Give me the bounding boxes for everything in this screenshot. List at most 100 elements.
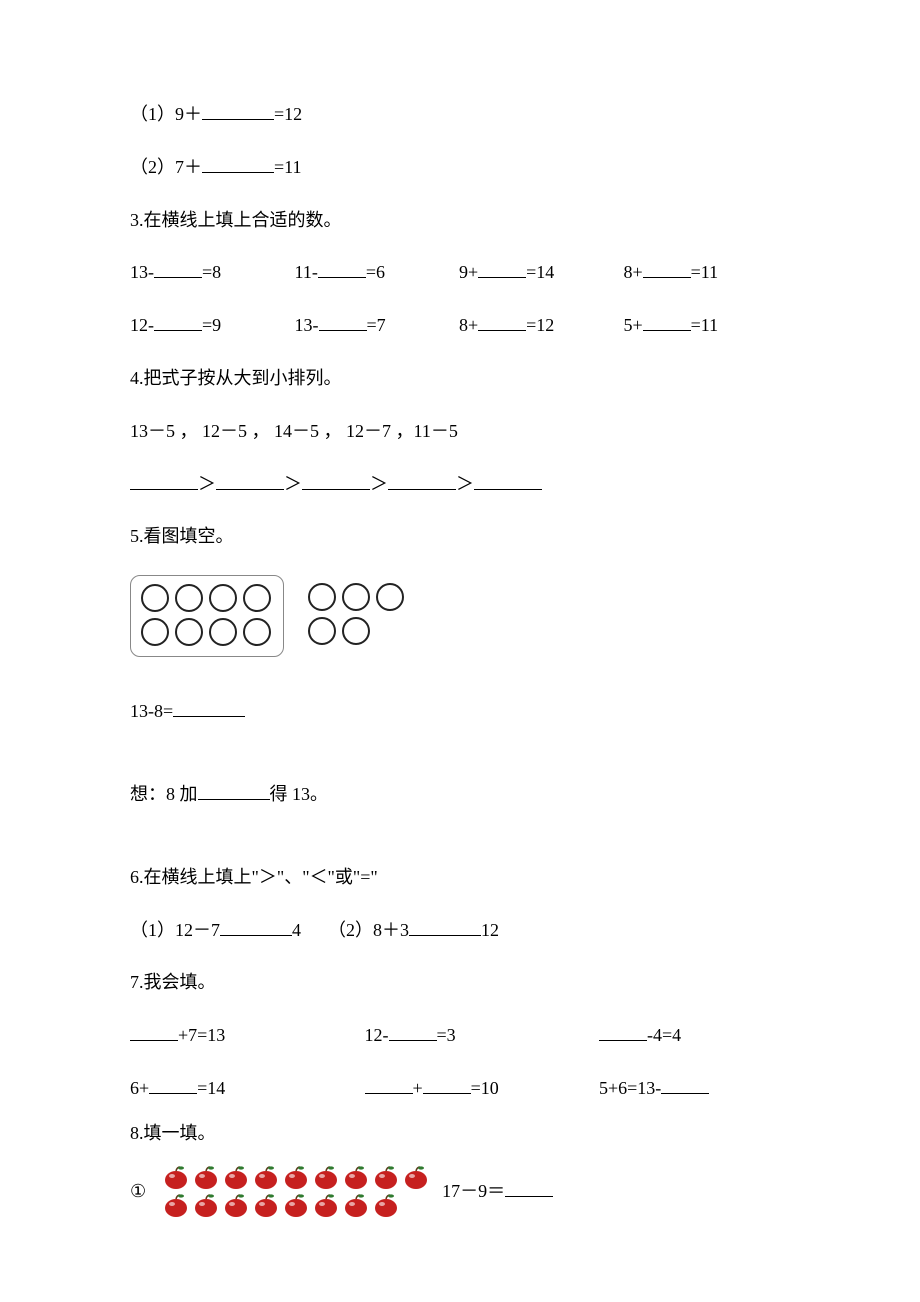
q1-part1: （1）9＋=12	[130, 100, 790, 129]
q3-r1-c2a: 11-	[295, 262, 318, 282]
q4-blank-2[interactable]	[216, 470, 284, 490]
q6-p1-blank[interactable]	[220, 916, 292, 936]
circle-icon	[342, 583, 370, 611]
q7-row1: +7=13 12-=3 -4=4	[130, 1021, 790, 1050]
q3-r1-c3-blank[interactable]	[478, 259, 526, 279]
q7-title: 7.我会填。	[130, 968, 790, 997]
q1-2-blank[interactable]	[202, 153, 274, 173]
q3-row1: 13-=8 11-=6 9+=14 8+=11	[130, 258, 790, 287]
q7-r2-c2b: =10	[471, 1078, 499, 1098]
q6-title: 6.在横线上填上"＞"、"＜"或"="	[130, 863, 790, 892]
q7-r1-c2a: 12-	[365, 1025, 389, 1045]
q7-r2-c1-blank[interactable]	[149, 1074, 197, 1094]
circle-icon	[141, 618, 169, 646]
q4-gt-4: ＞	[456, 474, 474, 494]
q4-blank-4[interactable]	[388, 470, 456, 490]
q1-1-blank[interactable]	[202, 100, 274, 120]
q1-2-prefix: （2）7＋	[130, 157, 202, 177]
q3-r1-c4-blank[interactable]	[643, 259, 691, 279]
apple-icon	[192, 1192, 220, 1218]
q3-r2-c2b: =7	[367, 315, 386, 335]
q5-eq: 13-8=	[130, 697, 790, 726]
q4-gt-3: ＞	[370, 474, 388, 494]
apple-icon	[312, 1192, 340, 1218]
q4-expr: 13－5 ， 12－5 ， 14－5 ， 12－7 ，11－5	[130, 417, 790, 446]
q5-title: 5.看图填空。	[130, 522, 790, 551]
q7-r2-c2-blank1[interactable]	[365, 1074, 413, 1094]
q6-p1b: 4	[292, 920, 301, 940]
circle-icon	[243, 618, 271, 646]
apple-icon	[162, 1192, 190, 1218]
q8-eq: 17－9＝	[442, 1177, 553, 1206]
q3-row2: 12-=9 13-=7 8+=12 5+=11	[130, 311, 790, 340]
q7-r2-c1b: =14	[197, 1078, 225, 1098]
q4-blank-5[interactable]	[474, 470, 542, 490]
q3-r2-c1-blank[interactable]	[154, 311, 202, 331]
circle-icon	[342, 617, 370, 645]
circle-icon	[175, 618, 203, 646]
q3-r2-c4a: 5+	[624, 315, 643, 335]
q3-r2-c3-blank[interactable]	[478, 311, 526, 331]
q4-blanks: ＞＞＞＞	[130, 470, 790, 499]
q4-gt-2: ＞	[284, 474, 302, 494]
apple-icon	[252, 1192, 280, 1218]
q6-p2-blank[interactable]	[409, 916, 481, 936]
q8-apples	[162, 1164, 432, 1220]
q7-r2-c3-blank[interactable]	[661, 1074, 709, 1094]
q8-eq-text: 17－9＝	[442, 1181, 505, 1201]
apple-icon	[342, 1192, 370, 1218]
q7-r1-c1b: +7=13	[178, 1025, 225, 1045]
q3-r2-c2a: 13-	[295, 315, 319, 335]
apple-icon	[282, 1192, 310, 1218]
q5-hint-a: 想：8 加	[130, 784, 198, 804]
q3-r1-c1b: =8	[202, 262, 221, 282]
circle-icon	[209, 618, 237, 646]
q5-circle-loose	[308, 575, 406, 657]
q3-title: 3.在横线上填上合适的数。	[130, 206, 790, 235]
q5-hint-b: 得 13。	[270, 784, 329, 804]
apple-icon	[402, 1164, 430, 1190]
q5-hint-blank[interactable]	[198, 780, 270, 800]
q7-row2: 6+=14 +=10 5+6=13-	[130, 1074, 790, 1103]
q3-r1-c4a: 8+	[624, 262, 643, 282]
q7-r2-c1a: 6+	[130, 1078, 149, 1098]
q3-r1-c3a: 9+	[459, 262, 478, 282]
q3-r1-c1-blank[interactable]	[154, 259, 202, 279]
q3-r2-c1b: =9	[202, 315, 221, 335]
q4-title: 4.把式子按从大到小排列。	[130, 364, 790, 393]
q4-blank-1[interactable]	[130, 470, 198, 490]
q3-r2-c2-blank[interactable]	[319, 311, 367, 331]
q4-blank-3[interactable]	[302, 470, 370, 490]
q3-r2-c4-blank[interactable]	[643, 311, 691, 331]
q7-r1-c1-blank[interactable]	[130, 1021, 178, 1041]
circle-icon	[175, 584, 203, 612]
q7-r1-c2-blank[interactable]	[389, 1021, 437, 1041]
q7-r1-c3-blank[interactable]	[599, 1021, 647, 1041]
apple-icon	[342, 1164, 370, 1190]
q7-r2-c2-blank2[interactable]	[423, 1074, 471, 1094]
q3-r1-c2b: =6	[366, 262, 385, 282]
q3-r2-c1a: 12-	[130, 315, 154, 335]
q3-r1-c2-blank[interactable]	[318, 259, 366, 279]
q6-row: （1）12－74 （2）8＋312	[130, 916, 790, 945]
q5-eq-blank[interactable]	[173, 697, 245, 717]
q8-row: ① 17－9＝	[130, 1164, 790, 1220]
q6-p2b: 12	[481, 920, 499, 940]
q1-1-suffix: =12	[274, 104, 302, 124]
q5-eq-text: 13-8=	[130, 701, 173, 721]
q8-eq-blank[interactable]	[505, 1177, 553, 1197]
q8-title: 8.填一填。	[130, 1119, 790, 1148]
circle-icon	[376, 583, 404, 611]
q8-marker: ①	[130, 1177, 146, 1206]
circle-icon	[243, 584, 271, 612]
circle-icon	[141, 584, 169, 612]
apple-icon	[252, 1164, 280, 1190]
q3-r1-c4b: =11	[691, 262, 718, 282]
q1-2-suffix: =11	[274, 157, 301, 177]
empty-cell	[376, 617, 404, 645]
apple-icon	[312, 1164, 340, 1190]
q3-r2-c4b: =11	[691, 315, 718, 335]
q6-p2a: （2）8＋3	[328, 920, 409, 940]
q5-circle-box	[130, 575, 284, 657]
circle-icon	[209, 584, 237, 612]
